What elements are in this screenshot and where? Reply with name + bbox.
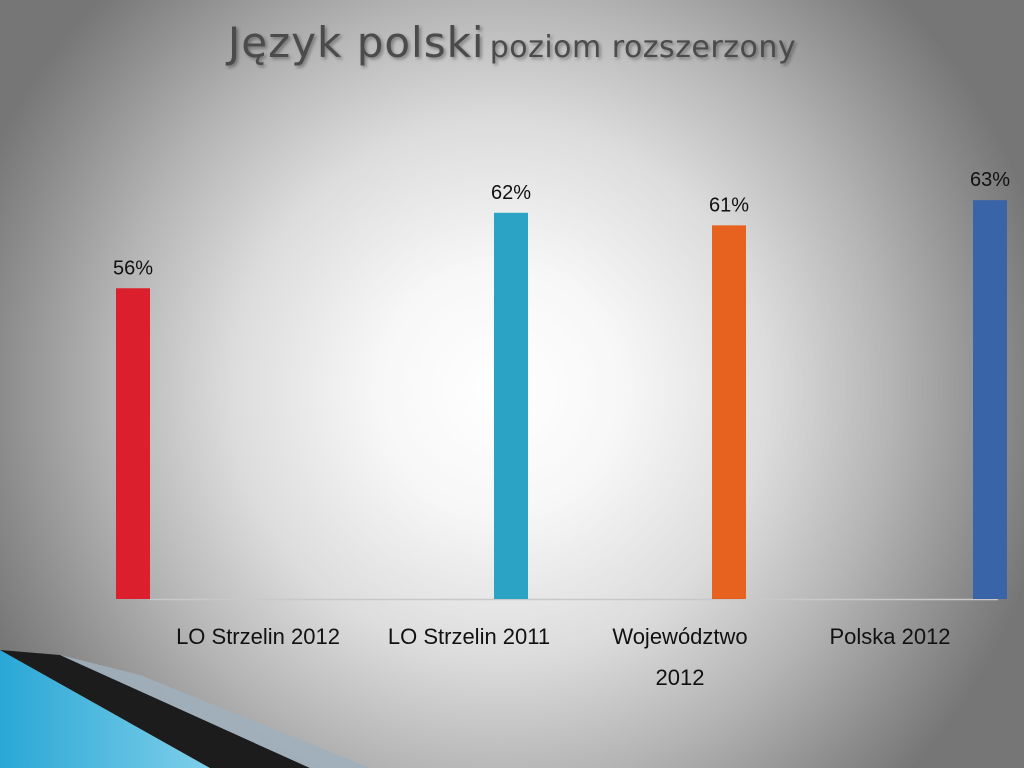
category-label-4: Polska 2012 [829,624,950,649]
data-label-4: 63% [970,169,1010,191]
data-label-1: 56% [113,257,153,279]
data-label-2: 62% [491,182,531,204]
bar-2 [494,212,528,599]
slide-title: Język polski poziom rozszerzony [0,18,1024,67]
corner-shape-black [0,650,310,768]
category-label-1: LO Strzelin 2012 [176,624,340,649]
category-label-2: LO Strzelin 2011 [388,624,550,649]
bar-3 [712,225,746,599]
title-main: Język polski [227,18,485,67]
category-label-3-line-2: 2012 [656,665,705,690]
bar-1 [116,288,150,599]
category-label-3-line-1: Województwo [612,624,747,649]
title-sub: poziom rozszerzony [489,30,797,65]
bar-4 [973,200,1007,599]
corner-shape-gray [60,655,370,768]
data-label-3: 61% [709,194,749,216]
